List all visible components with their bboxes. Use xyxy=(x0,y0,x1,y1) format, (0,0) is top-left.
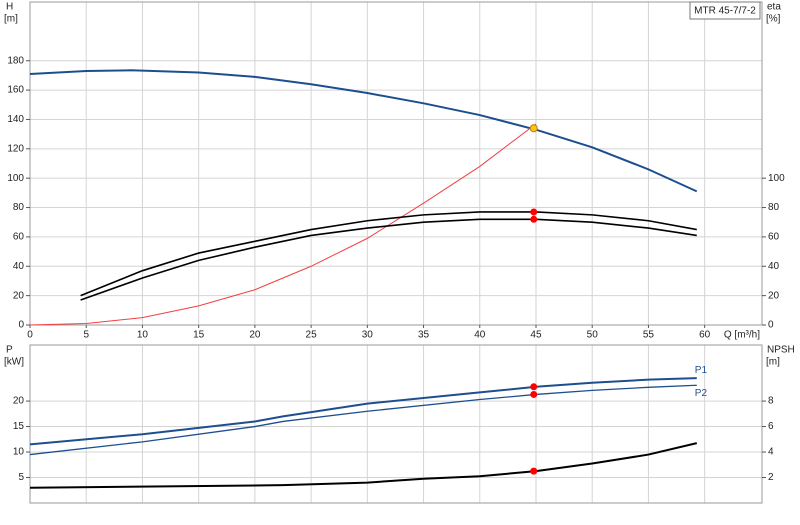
y2-axis-unit: [m] xyxy=(766,357,780,368)
x-tick-label: 10 xyxy=(137,330,149,341)
x-tick-label: 5 xyxy=(83,330,89,341)
x-tick-label: 30 xyxy=(362,330,374,341)
y2-tick-label: 8 xyxy=(768,396,774,407)
y-tick-label: 10 xyxy=(13,447,25,458)
y2-tick-label: 2 xyxy=(768,472,774,483)
chart-title: MTR 45-7/7-2 xyxy=(694,6,756,17)
series-line xyxy=(29,384,697,456)
x-tick-label: 35 xyxy=(418,330,430,341)
operating-point xyxy=(530,208,538,216)
x-tick-label: 50 xyxy=(587,330,599,341)
operating-point xyxy=(529,124,538,133)
x-tick-label: 20 xyxy=(249,330,261,341)
y-tick-label: 20 xyxy=(13,396,25,407)
x-tick-label: 25 xyxy=(306,330,318,341)
y-tick-label: 40 xyxy=(13,261,25,272)
y2-tick-label: 40 xyxy=(768,261,780,272)
y-axis-label: P xyxy=(6,345,13,356)
y2-tick-label: 80 xyxy=(768,202,780,213)
y-tick-label: 120 xyxy=(7,143,24,154)
x-tick-label: 60 xyxy=(699,330,711,341)
series-label: P2 xyxy=(695,388,708,399)
series-line xyxy=(29,69,698,193)
x-tick-label: 45 xyxy=(530,330,542,341)
series-line xyxy=(29,442,698,489)
y-axis-unit: [kW] xyxy=(4,357,24,368)
y-tick-label: 60 xyxy=(13,232,25,243)
y-tick-label: 180 xyxy=(7,55,24,66)
y2-tick-label: 100 xyxy=(768,173,785,184)
plot-frame xyxy=(29,1,763,326)
y2-axis-label: eta xyxy=(767,2,781,13)
series-line xyxy=(29,123,537,326)
y2-tick-label: 0 xyxy=(768,320,774,331)
y2-tick-label: 20 xyxy=(768,290,780,301)
series-line xyxy=(80,211,697,297)
series-line xyxy=(29,377,697,446)
y-axis-label: H xyxy=(6,2,13,13)
y-tick-label: 5 xyxy=(18,472,24,483)
x-tick-label: 0 xyxy=(27,330,33,341)
operating-point xyxy=(530,383,538,391)
x-tick-label: 55 xyxy=(643,330,655,341)
y2-tick-label: 4 xyxy=(768,447,774,458)
x-axis-label: Q [m³/h] xyxy=(724,330,760,341)
y-axis-unit: [m] xyxy=(4,14,18,25)
y-tick-label: 20 xyxy=(13,290,25,301)
y2-axis-label: NPSH xyxy=(767,345,795,356)
y2-axis-unit: [%] xyxy=(766,14,781,25)
operating-point xyxy=(530,467,538,475)
y2-tick-label: 60 xyxy=(768,232,780,243)
y-tick-label: 0 xyxy=(18,320,24,331)
y-tick-label: 100 xyxy=(7,173,24,184)
y-tick-label: 15 xyxy=(13,421,25,432)
series-label: P1 xyxy=(695,365,708,376)
x-tick-label: 15 xyxy=(193,330,205,341)
y2-tick-label: 6 xyxy=(768,421,774,432)
legend-box xyxy=(689,1,761,20)
y-tick-label: 140 xyxy=(7,114,24,125)
operating-point xyxy=(530,390,538,398)
series-line xyxy=(80,218,697,301)
plot-frame xyxy=(29,344,763,504)
y-tick-label: 160 xyxy=(7,85,24,96)
x-tick-label: 40 xyxy=(474,330,486,341)
y-tick-label: 80 xyxy=(13,202,25,213)
operating-point xyxy=(530,215,538,223)
